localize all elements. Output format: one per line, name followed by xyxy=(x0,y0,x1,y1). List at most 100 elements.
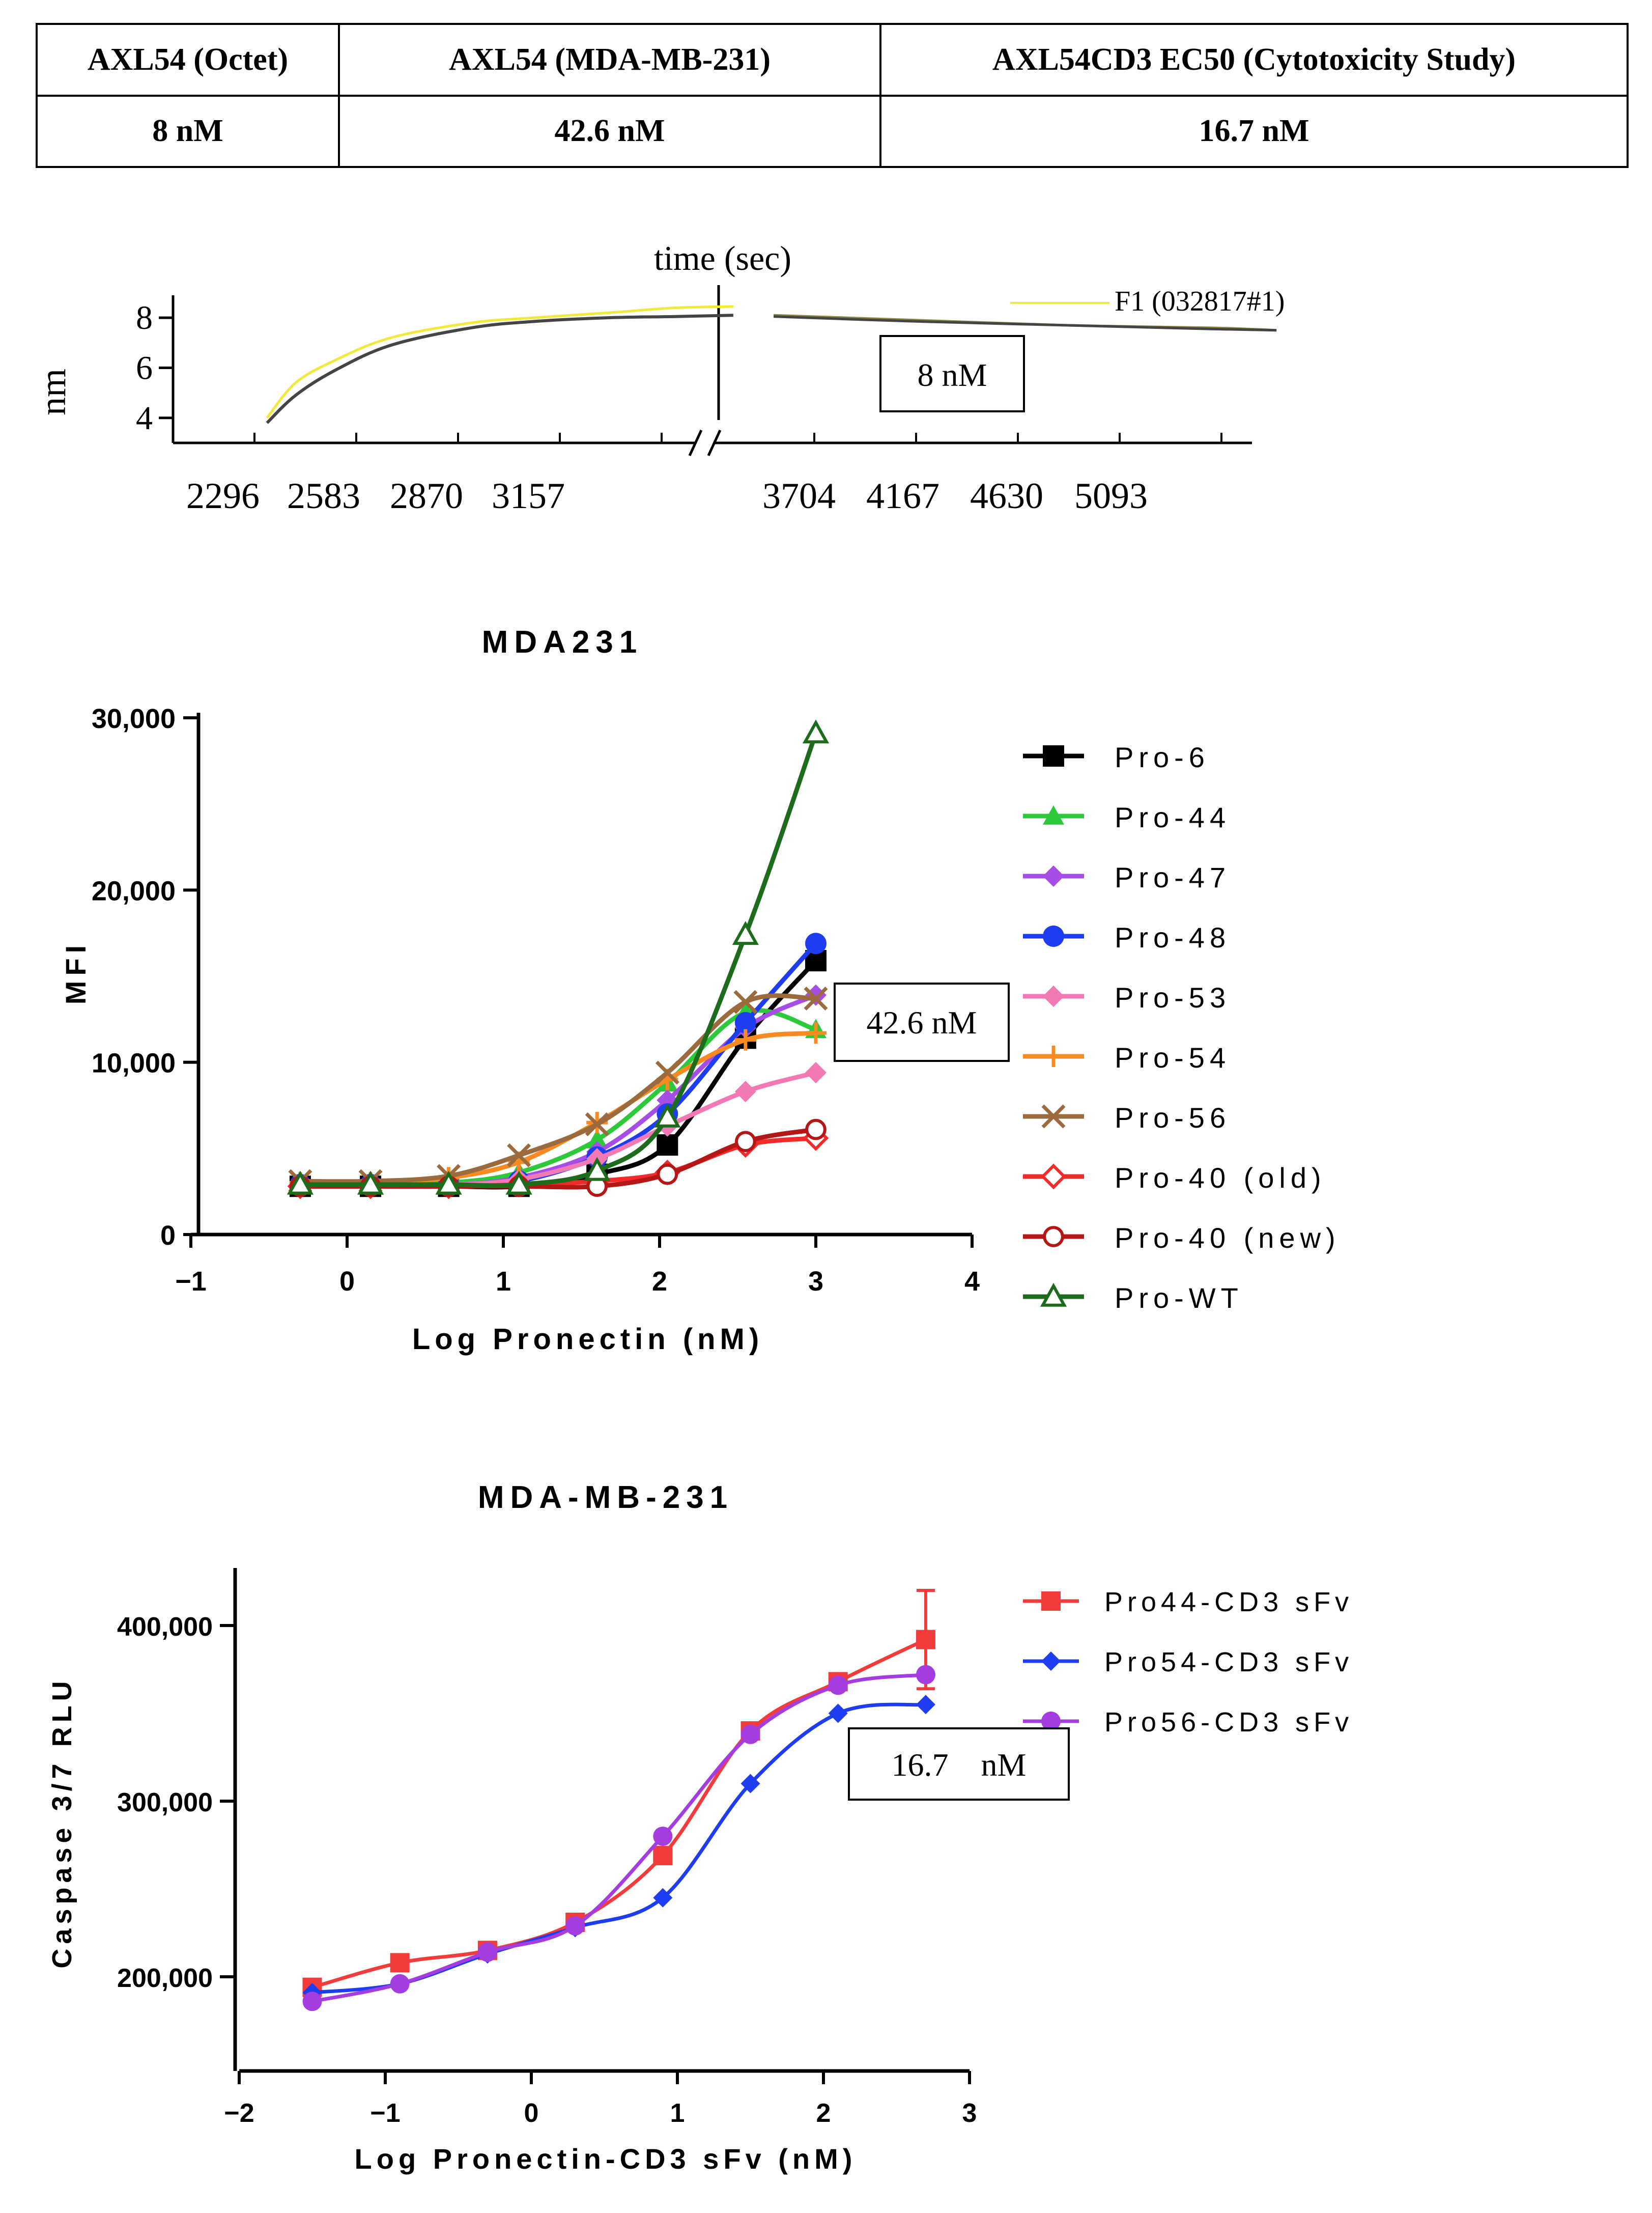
x-tick-label: −2 xyxy=(224,2098,254,2128)
legend-label: Pro-47 xyxy=(1115,861,1231,893)
legend-label: Pro44-CD3 sFv xyxy=(1104,1587,1353,1617)
x-tick-label: 2870 xyxy=(390,475,463,516)
data-point xyxy=(735,1131,756,1153)
data-point xyxy=(653,1845,673,1865)
legend-marker xyxy=(1043,745,1064,767)
legend-marker xyxy=(1041,1591,1061,1611)
y-axis-label: MFI xyxy=(60,940,92,1004)
data-point xyxy=(805,933,827,955)
x-tick-label: 3 xyxy=(808,1266,823,1297)
legend-marker xyxy=(1041,1712,1061,1731)
table-header-cell: AXL54 (MDA-MB-231) xyxy=(338,23,881,97)
series-line xyxy=(300,993,816,1184)
data-point xyxy=(734,1012,756,1033)
x-tick-label: 5093 xyxy=(1074,475,1148,516)
data-point xyxy=(916,1695,935,1715)
data-point xyxy=(734,1081,756,1103)
legend-label: Pro-40 (new) xyxy=(1115,1222,1341,1254)
x-tick-label: 4167 xyxy=(866,475,939,516)
octet-chart: time (sec) nm 4 6 8 2296 2583 2870 3157 3704 416… xyxy=(33,239,1285,516)
x-axis-label: Log Pronectin-CD3 sFv (nM) xyxy=(355,2143,857,2175)
data-point xyxy=(732,921,759,945)
legend-marker xyxy=(1040,1163,1067,1190)
y-tick-label: 300,000 xyxy=(117,1788,213,1817)
x-tick-label: 2583 xyxy=(287,475,360,516)
table-header-cell: AXL54CD3 EC50 (Cytotoxicity Study) xyxy=(879,23,1629,97)
table-cell: 16.7 nM xyxy=(879,94,1629,168)
x-tick-label: 2 xyxy=(652,1266,667,1297)
x-tick-label: 3704 xyxy=(762,475,836,516)
table-cell: 42.6 nM xyxy=(338,94,881,168)
legend-marker xyxy=(1043,926,1064,947)
y-axis-label: nm xyxy=(33,369,73,415)
data-point xyxy=(657,1134,678,1156)
data-point xyxy=(657,1163,678,1185)
legend-marker xyxy=(1041,1104,1066,1129)
legend-marker xyxy=(1043,805,1064,825)
data-point xyxy=(390,1974,410,1994)
data-point xyxy=(802,719,830,744)
data-point xyxy=(584,1157,611,1181)
data-point xyxy=(805,1118,827,1140)
series-line xyxy=(266,305,733,419)
y-tick-label: 8 xyxy=(136,299,153,337)
legend-label: Pro56-CD3 sFv xyxy=(1104,1707,1353,1738)
legend-marker xyxy=(1043,1046,1064,1067)
y-tick-label: 0 xyxy=(160,1220,176,1251)
caspase-chart: MDA-MB-231 Caspase 3/7 RLU Log Pronectin… xyxy=(47,1480,1353,2175)
y-tick-label: 200,000 xyxy=(117,1964,213,1993)
annotation-text: 8 nM xyxy=(918,357,987,393)
chart-title: MDA231 xyxy=(482,625,643,660)
series-line xyxy=(773,315,1277,332)
x-axis-label: Log Pronectin (nM) xyxy=(412,1323,763,1356)
annotation-text: 42.6 nM xyxy=(867,1004,977,1041)
legend-label: Pro-44 xyxy=(1115,801,1231,833)
x-tick-label: 2 xyxy=(816,2098,831,2128)
data-point xyxy=(733,990,758,1014)
x-tick-label: 2296 xyxy=(186,475,260,516)
legend-label: Pro-48 xyxy=(1115,921,1231,954)
series-group xyxy=(287,719,830,1195)
plot-area xyxy=(287,719,830,1199)
table-header-row: AXL54 (Octet) AXL54 (MDA-MB-231) AXL54CD… xyxy=(36,23,1629,97)
chart-title: time (sec) xyxy=(654,239,791,277)
annotation-box xyxy=(834,983,1010,1062)
annotation-box xyxy=(848,1727,1070,1801)
data-point xyxy=(916,1630,935,1649)
x-tick-label: 1 xyxy=(670,2098,685,2128)
legend: Pro44-CD3 sFv Pro54-CD3 sFv Pro56-CD3 sFv xyxy=(1023,1587,1353,1738)
x-tick-label: −1 xyxy=(175,1266,207,1297)
data-point xyxy=(916,1665,935,1685)
data-point xyxy=(740,1774,760,1794)
legend-marker xyxy=(1041,1651,1061,1671)
y-tick-label: 30,000 xyxy=(92,704,176,734)
data-point xyxy=(734,1029,756,1051)
legend-label: Pro-WT xyxy=(1115,1282,1243,1314)
y-tick-label: 4 xyxy=(136,400,153,437)
table-header-cell: AXL54 (Octet) xyxy=(36,23,340,97)
data-point xyxy=(828,1675,848,1695)
x-tick-label: 4630 xyxy=(970,475,1043,516)
x-tick-label: 0 xyxy=(339,1266,355,1297)
legend-label: F1 (032817#1) xyxy=(1115,286,1285,317)
legend-marker xyxy=(1043,986,1064,1007)
chart-title: MDA-MB-231 xyxy=(478,1480,733,1515)
data-point xyxy=(653,1827,673,1846)
axes: 4 6 8 2296 2583 2870 3157 3704 4167 4630 5093 xyxy=(136,285,1252,516)
table-cell: 8 nM xyxy=(36,94,340,168)
series-line xyxy=(311,1638,927,1990)
series-group xyxy=(302,1589,935,1997)
legend-label: Pro-56 xyxy=(1115,1102,1231,1134)
table-row: 8 nM 42.6 nM 16.7 nM xyxy=(36,94,1629,168)
annotation-box xyxy=(879,335,1025,412)
data-point xyxy=(505,1170,532,1195)
y-tick-label: 6 xyxy=(136,350,153,387)
plot-area xyxy=(266,305,1277,424)
y-axis-label: Caspase 3/7 RLU xyxy=(47,1676,77,1968)
axis-break-mark xyxy=(688,429,722,457)
series-line xyxy=(312,1702,926,1995)
data-point xyxy=(654,1103,681,1128)
data-point xyxy=(565,1916,585,1936)
x-tick-label: 4 xyxy=(964,1266,980,1297)
data-point xyxy=(585,1112,609,1136)
